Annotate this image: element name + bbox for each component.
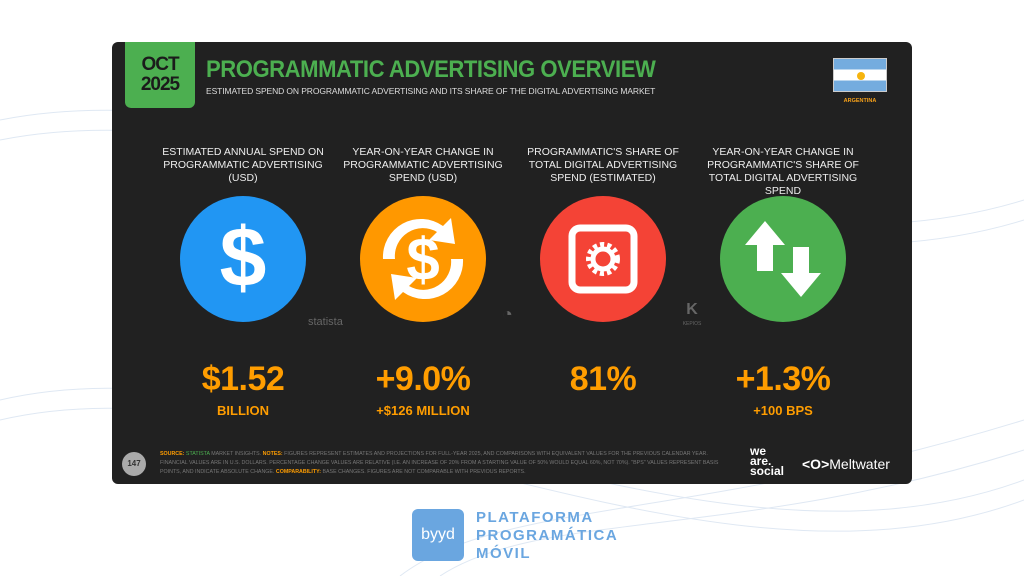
metric-value: 81% [569,360,637,398]
argentina-flag-icon [833,58,887,92]
up-down-arrows-icon [720,196,846,322]
page-title: PROGRAMMATIC ADVERTISING OVERVIEW [206,56,656,83]
metric-sub: +100 BPS [753,403,813,418]
footer-notes: SOURCE: STATISTA MARKET INSIGHTS. NOTES:… [160,451,719,475]
metric-value: +1.3% [735,360,831,398]
brand-tagline: PLATAFORMA PROGRAMÁTICA MÓVIL [476,509,619,562]
kepios-logo: K KEPIOS [682,301,702,327]
meltwater-logo: <O>Meltwater [802,456,890,472]
svg-text:$: $ [220,214,267,304]
gear-icon [540,196,666,322]
metric-value: $1.52 [201,360,285,398]
metric-label: YEAR-ON-YEAR CHANGE IN PROGRAMMATIC'S SH… [707,146,859,197]
slide-card: OCT 2025 PROGRAMMATIC ADVERTISING OVERVIE… [112,42,912,484]
year: 2025 [140,74,180,95]
metric-value: +9.0% [375,360,471,398]
svg-text:$: $ [406,226,439,293]
we-are-social-logo: we are. social [750,444,785,478]
metric-share: PROGRAMMATIC'S SHARE OF TOTAL DIGITAL AD… [513,146,693,403]
datareportal-icon: ◔ [502,304,513,324]
dollar-icon: $ [180,196,306,322]
metric-label: PROGRAMMATIC'S SHARE OF TOTAL DIGITAL AD… [527,146,679,184]
metric-sub: +$126 MILLION [376,403,470,418]
metric-sub: BILLION [217,403,269,418]
month: OCT [141,54,179,75]
statista-logo: statista [308,316,343,328]
byyd-logo: byyd [412,509,464,561]
metric-yoy-share: YEAR-ON-YEAR CHANGE IN PROGRAMMATIC'S SH… [693,146,873,418]
metric-annual-spend: ESTIMATED ANNUAL SPEND ON PROGRAMMATIC A… [153,146,333,418]
date-badge: OCT 2025 [125,42,195,108]
country-label: ARGENTINA [843,98,877,104]
metric-label: YEAR-ON-YEAR CHANGE IN PROGRAMMATIC ADVE… [343,146,503,184]
page-subtitle: ESTIMATED SPEND ON PROGRAMMATIC ADVERTIS… [206,86,656,96]
dollar-cycle-icon: $ [360,196,486,322]
page-number: 147 [122,452,146,476]
metric-label: ESTIMATED ANNUAL SPEND ON PROGRAMMATIC A… [162,146,324,184]
metric-yoy-spend: YEAR-ON-YEAR CHANGE IN PROGRAMMATIC ADVE… [333,146,513,418]
